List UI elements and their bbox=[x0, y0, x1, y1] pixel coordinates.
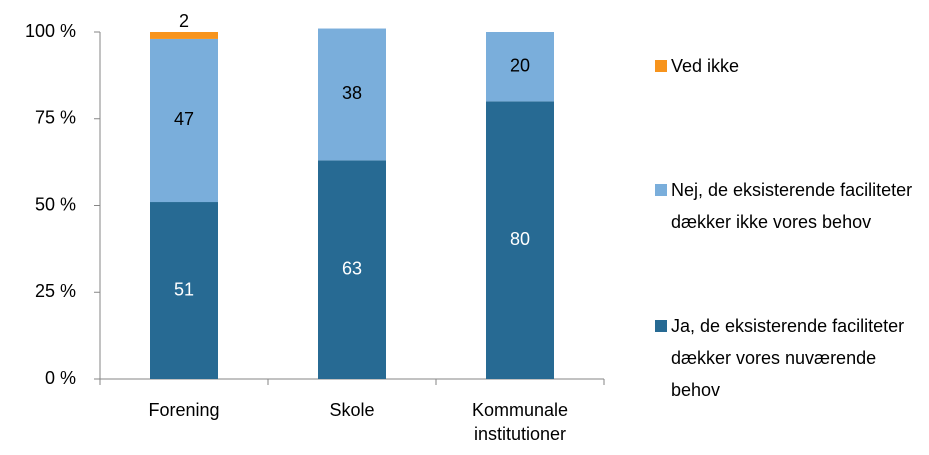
bar-segment bbox=[150, 202, 218, 379]
data-label: 80 bbox=[510, 229, 530, 249]
bar-segment bbox=[486, 32, 554, 102]
y-tick-label: 75 % bbox=[35, 108, 76, 128]
legend-label: Ved ikke bbox=[671, 56, 740, 76]
x-tick-label: Skole bbox=[329, 400, 375, 420]
y-tick-label: 100 % bbox=[25, 21, 76, 41]
bar-segment bbox=[150, 38, 218, 203]
legend-swatch bbox=[655, 320, 667, 332]
data-label: 20 bbox=[510, 55, 530, 75]
legend-label: Ja, de eksisterende faciliteter dækker v… bbox=[671, 316, 905, 400]
data-label: 51 bbox=[174, 279, 194, 299]
data-label: 47 bbox=[174, 109, 194, 129]
legend-label: Nej, de eksisterende faciliteter dækker … bbox=[671, 180, 913, 232]
y-tick-label: 50 % bbox=[35, 194, 76, 214]
data-label: 38 bbox=[342, 83, 362, 103]
data-label: 2 bbox=[179, 11, 189, 31]
data-label: 63 bbox=[342, 258, 362, 278]
legend-swatch bbox=[655, 60, 667, 72]
bar-segment bbox=[318, 28, 386, 161]
y-tick-label: 0 % bbox=[45, 368, 76, 388]
bar-segment bbox=[318, 160, 386, 379]
y-tick-label: 25 % bbox=[35, 281, 76, 301]
x-tick-label: Kommunale institutioner bbox=[471, 400, 569, 444]
bar-segment bbox=[486, 101, 554, 380]
legend-swatch bbox=[655, 184, 667, 196]
bar-segment bbox=[150, 32, 218, 39]
x-tick-label: Forening bbox=[148, 400, 220, 420]
